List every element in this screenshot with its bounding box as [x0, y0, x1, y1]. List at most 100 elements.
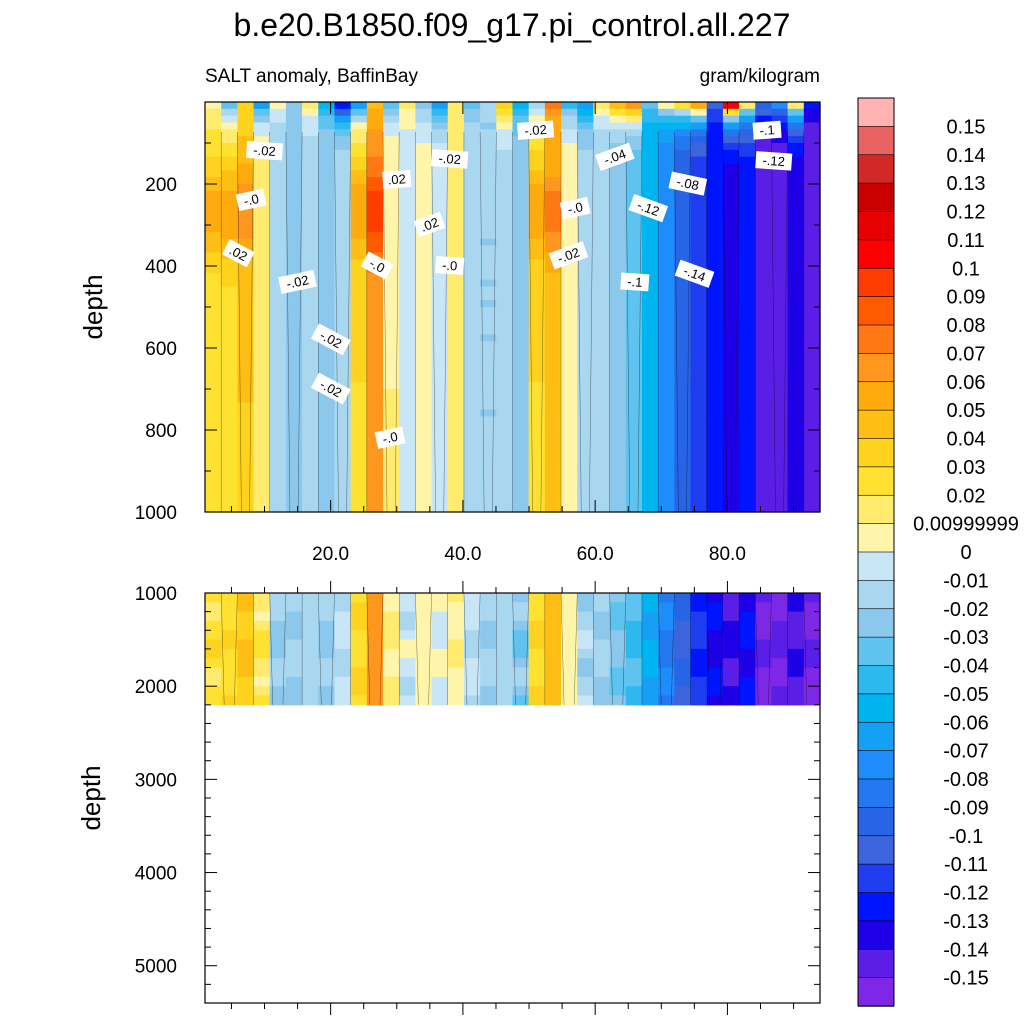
- bottom-contour-cell: [269, 676, 287, 687]
- top-contour-cell: [221, 389, 238, 397]
- top-contour-cell: [544, 416, 562, 424]
- top-contour-cell: [561, 389, 578, 397]
- bottom-contour-cell: [528, 648, 546, 659]
- top-contour-cell: [318, 279, 336, 288]
- top-contour-cell: [577, 368, 595, 376]
- top-contour-cell: [383, 197, 400, 206]
- top-contour-cell: [625, 457, 643, 465]
- top-contour-cell: [269, 218, 287, 226]
- top-contour-cell: [221, 457, 238, 465]
- top-contour-cell: [771, 272, 789, 281]
- top-contour-cell: [415, 149, 433, 158]
- top-contour-cell: [641, 272, 659, 281]
- top-contour-cell: [755, 409, 773, 417]
- top-contour-cell: [625, 300, 643, 308]
- top-contour-cell: [221, 423, 238, 431]
- bottom-contour-cell: [690, 611, 708, 622]
- top-contour-cell: [674, 313, 692, 322]
- top-contour-cell: [609, 129, 627, 137]
- top-contour-cell: [706, 108, 724, 117]
- top-contour-cell: [512, 341, 530, 349]
- bottom-contour-cell: [334, 667, 352, 678]
- bottom-contour-cell: [480, 630, 497, 641]
- contour-label: -.02: [431, 149, 469, 169]
- top-contour-cell: [221, 436, 238, 445]
- top-contour-cell: [334, 129, 352, 137]
- top-contour-cell: [771, 341, 789, 349]
- top-contour-cell: [512, 457, 530, 465]
- bottom-contour-cell: [577, 658, 595, 669]
- bottom-contour-cell: [237, 620, 255, 631]
- top-contour-cell: [593, 293, 611, 301]
- top-contour-cell: [658, 457, 675, 465]
- top-contour-cell: [399, 307, 416, 315]
- top-contour-cell: [722, 245, 740, 253]
- top-contour-cell: [480, 491, 497, 499]
- contour-label-bg: [668, 171, 708, 196]
- top-contour-cell: [577, 354, 595, 363]
- top-contour-cell: [641, 484, 659, 493]
- bottom-contour-cell: [237, 686, 255, 697]
- top-contour-cell: [285, 450, 303, 458]
- top-contour-cell: [447, 184, 465, 192]
- bottom-contour-cell: [706, 602, 724, 613]
- top-contour-cell: [318, 218, 336, 226]
- top-contour-cell: [755, 231, 773, 240]
- top-contour-cell: [269, 190, 287, 199]
- top-contour-cell: [787, 136, 805, 144]
- top-contour-cell: [641, 505, 659, 513]
- bottom-contour-cell: [334, 639, 352, 650]
- top-contour-cell: [463, 286, 481, 294]
- top-contour-cell: [722, 204, 740, 212]
- bottom-contour-cell: [447, 620, 465, 631]
- bottom-contour-cell: [302, 602, 319, 613]
- top-contour-cell: [318, 231, 336, 240]
- top-contour-cell: [366, 286, 384, 294]
- top-contour-cell: [366, 143, 384, 151]
- top-contour-cell: [706, 115, 724, 124]
- top-contour-cell: [269, 382, 287, 390]
- top-contour-cell: [771, 238, 789, 247]
- top-contour-cell: [755, 136, 773, 144]
- bottom-contour-cell: [803, 630, 821, 641]
- top-contour-cell: [755, 382, 773, 390]
- top-contour-cell: [722, 471, 740, 479]
- bottom-contour-cell: [787, 593, 805, 603]
- top-contour-cell: [561, 102, 578, 110]
- top-contour-cell: [205, 211, 222, 219]
- top-contour-cell: [205, 450, 222, 458]
- top-contour-cell: [561, 286, 578, 294]
- top-contour-cell: [544, 382, 562, 390]
- bottom-contour-cell: [739, 667, 756, 678]
- bottom-contour-cell: [480, 676, 497, 687]
- top-contour-cell: [706, 313, 724, 322]
- top-contour-cell: [771, 177, 789, 185]
- top-contour-cell: [253, 163, 271, 171]
- top-contour-cell: [269, 498, 287, 506]
- bottom-contour-cell: [334, 686, 352, 697]
- top-contour-cell: [706, 389, 724, 397]
- top-contour-cell: [803, 129, 821, 137]
- top-contour-cell: [221, 184, 238, 192]
- top-contour-cell: [383, 457, 400, 465]
- bottom-contour-cell: [528, 658, 546, 669]
- top-contour-cell: [269, 416, 287, 424]
- contour-label-bg: [548, 241, 589, 270]
- top-contour-cell: [609, 259, 627, 267]
- top-contour-cell: [383, 382, 400, 390]
- bottom-contour-cell: [302, 676, 319, 687]
- top-contour-cell: [544, 389, 562, 397]
- top-contour-cell: [253, 389, 271, 397]
- top-contour-cell: [528, 293, 546, 301]
- colorbar-box: [857, 381, 895, 411]
- top-contour-cell: [480, 108, 497, 117]
- top-contour-cell: [787, 491, 805, 499]
- top-contour-cell: [496, 409, 514, 417]
- bottom-contour-cell: [415, 676, 433, 687]
- top-contour-cell: [285, 368, 303, 376]
- top-contour-cell: [690, 334, 708, 342]
- top-contour-cell: [528, 450, 546, 458]
- top-contour-cell: [318, 416, 336, 424]
- top-contour-cell: [318, 136, 336, 144]
- top-contour-cell: [253, 375, 271, 383]
